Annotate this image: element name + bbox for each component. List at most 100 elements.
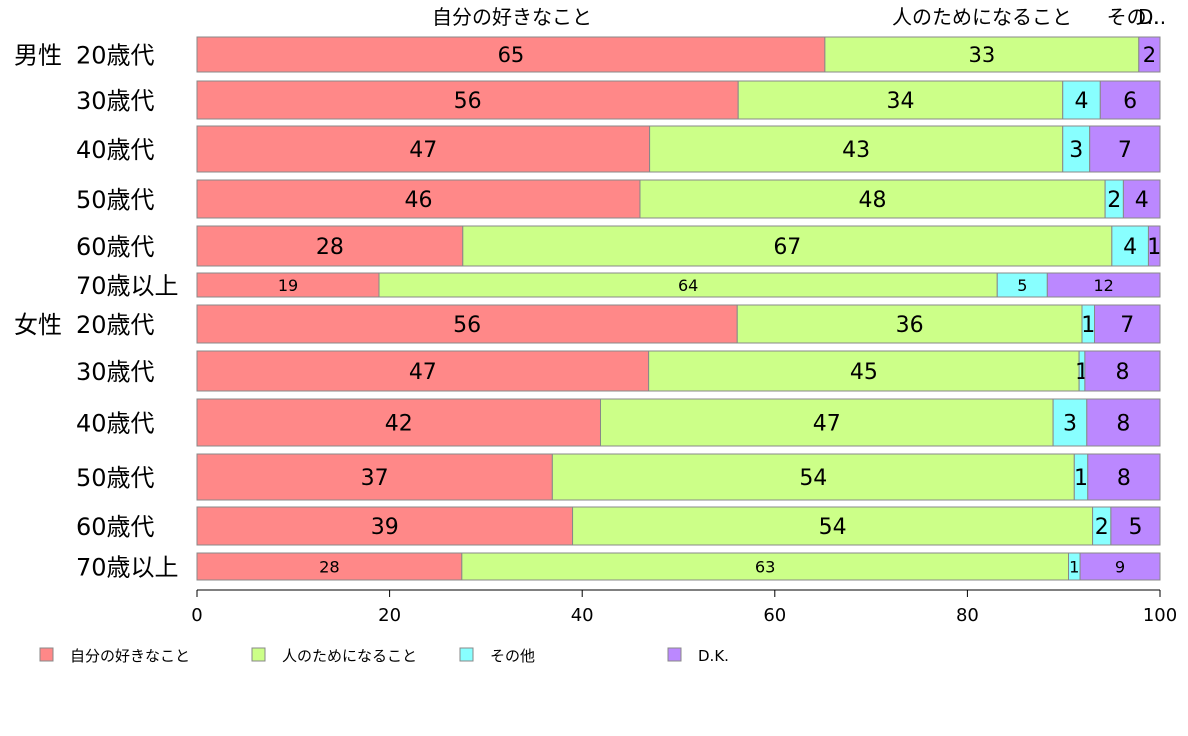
data-label: 3 bbox=[1069, 138, 1083, 163]
bar-segment bbox=[1138, 36, 1161, 73]
data-label: 6 bbox=[1123, 89, 1137, 114]
bar-segment bbox=[1094, 304, 1161, 344]
category-label: 40歳代 bbox=[76, 410, 155, 438]
top-series-label: 自分の好きなこと bbox=[432, 5, 592, 29]
data-label: 5 bbox=[1128, 515, 1142, 540]
data-label: 8 bbox=[1117, 466, 1131, 491]
category-label: 60歳代 bbox=[76, 233, 155, 261]
legend-item: 自分の好きなこと bbox=[39, 647, 190, 665]
bar-segment bbox=[1089, 125, 1161, 173]
x-tick-label: 0 bbox=[191, 605, 202, 626]
data-label: 43 bbox=[842, 138, 870, 163]
row-labels: 20歳代 30歳代 40歳代 50歳代 60歳代 70歳以上 20歳代 30歳代 40歳代 50歳… bbox=[14, 42, 179, 582]
data-label: 12 bbox=[1093, 276, 1113, 295]
x-tick-label: 100 bbox=[1143, 605, 1177, 626]
data-label: 7 bbox=[1118, 138, 1132, 163]
data-label: 42 bbox=[385, 411, 413, 436]
bar-segment bbox=[196, 552, 463, 581]
category-label: 40歳代 bbox=[76, 136, 155, 164]
data-label: 9 bbox=[1115, 557, 1125, 576]
legend-label: 人のためになること bbox=[282, 647, 417, 665]
x-axis: 0 20 40 60 80 100 bbox=[191, 589, 1177, 626]
data-label: 47 bbox=[813, 411, 841, 436]
data-label: 4 bbox=[1135, 188, 1149, 213]
group-label: 女性 bbox=[14, 311, 62, 339]
legend: 自分の好きなこと 人のためになること その他 D.K. bbox=[39, 647, 729, 665]
data-label: 8 bbox=[1116, 411, 1130, 436]
bar-segment bbox=[1062, 80, 1101, 120]
data-label: 1 bbox=[1074, 466, 1088, 491]
data-label: 2 bbox=[1095, 515, 1109, 540]
top-series-labels: 自分の好きなこと 人のためになること その..D.. bbox=[432, 5, 1166, 29]
data-label: 54 bbox=[799, 466, 827, 491]
bar-segment bbox=[551, 453, 1075, 501]
data-label: 47 bbox=[409, 138, 437, 163]
bar-segment bbox=[1110, 506, 1161, 546]
category-label: 70歳以上 bbox=[76, 272, 179, 300]
data-label: 1 bbox=[1147, 235, 1161, 260]
bar-segment bbox=[1147, 225, 1161, 267]
category-label: 30歳代 bbox=[76, 358, 155, 386]
data-label: 48 bbox=[859, 188, 887, 213]
bar-segment bbox=[1122, 179, 1161, 219]
category-label: 50歳代 bbox=[76, 186, 155, 214]
data-label: 67 bbox=[773, 235, 801, 260]
data-label: 56 bbox=[453, 313, 481, 338]
bar-segment bbox=[196, 506, 574, 546]
legend-swatch bbox=[459, 647, 474, 662]
data-label: 39 bbox=[371, 515, 399, 540]
bar-segment bbox=[996, 272, 1048, 298]
bar-segment bbox=[599, 398, 1054, 447]
legend-label: D.K. bbox=[698, 647, 729, 665]
legend-swatch bbox=[251, 647, 266, 662]
legend-item: 人のためになること bbox=[251, 647, 417, 665]
data-label: 54 bbox=[819, 515, 847, 540]
category-label: 70歳以上 bbox=[76, 554, 179, 582]
bar-segment bbox=[1087, 453, 1161, 501]
legend-item: その他 bbox=[459, 647, 535, 665]
bar-segment bbox=[196, 125, 651, 173]
data-label: 33 bbox=[968, 43, 995, 67]
x-tick-label: 80 bbox=[956, 605, 979, 626]
data-label: 56 bbox=[454, 89, 482, 114]
data-label: 63 bbox=[755, 557, 776, 576]
bar-segment bbox=[1079, 552, 1161, 581]
data-label: 34 bbox=[886, 89, 914, 114]
bar-segment bbox=[461, 552, 1070, 581]
top-series-label: その.. bbox=[1107, 5, 1160, 29]
data-label: 64 bbox=[678, 276, 698, 295]
bar-segment bbox=[196, 398, 601, 447]
data-label: 2 bbox=[1143, 43, 1156, 67]
x-tick-label: 60 bbox=[763, 605, 786, 626]
x-tick-label: 40 bbox=[571, 605, 594, 626]
bar-segment bbox=[196, 453, 553, 501]
data-label: 3 bbox=[1063, 411, 1077, 436]
data-label: 5 bbox=[1017, 276, 1027, 295]
bar-segment bbox=[196, 36, 826, 73]
data-label: 4 bbox=[1123, 235, 1137, 260]
bar-segment bbox=[737, 80, 1064, 120]
legend-label: 自分の好きなこと bbox=[70, 647, 190, 665]
bar-segment bbox=[736, 304, 1083, 344]
bar-segment bbox=[1111, 225, 1149, 267]
data-label: 46 bbox=[404, 188, 432, 213]
data-label: 45 bbox=[850, 360, 878, 385]
data-label: 2 bbox=[1107, 188, 1121, 213]
bar-segment bbox=[1062, 125, 1091, 173]
bar-segment bbox=[1046, 272, 1161, 298]
bar-segment bbox=[1099, 80, 1161, 120]
category-label: 50歳代 bbox=[76, 464, 155, 492]
category-label: 20歳代 bbox=[76, 311, 155, 339]
data-label: 65 bbox=[498, 43, 525, 67]
data-label: 4 bbox=[1075, 89, 1089, 114]
data-label: 8 bbox=[1115, 360, 1129, 385]
bar-segment bbox=[649, 125, 1064, 173]
bar-segment bbox=[639, 179, 1106, 219]
data-label: 36 bbox=[896, 313, 924, 338]
top-series-label: 人のためになること bbox=[892, 5, 1072, 29]
bar-segment bbox=[196, 350, 650, 392]
data-label: 37 bbox=[361, 466, 389, 491]
bar-segment bbox=[196, 225, 464, 267]
